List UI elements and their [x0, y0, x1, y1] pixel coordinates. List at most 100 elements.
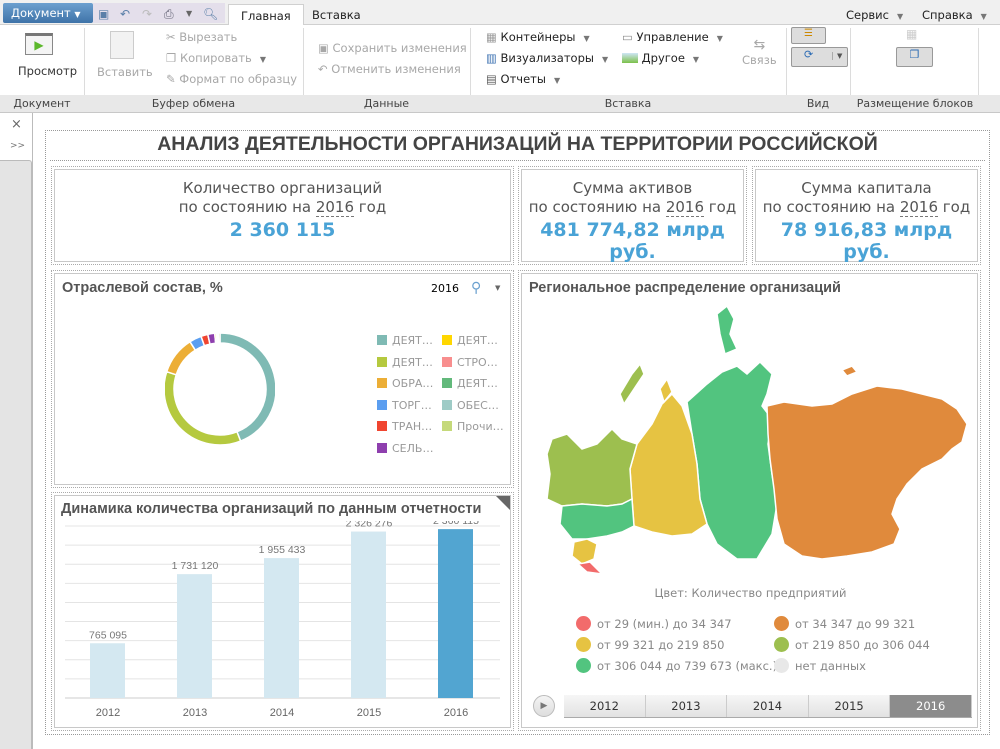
- document-menu-button[interactable]: Документ ▼: [3, 3, 93, 23]
- donut-slice[interactable]: [217, 332, 221, 344]
- corner-marker-icon[interactable]: [496, 496, 510, 510]
- kpi-date-line: по состоянию на 2016 год: [756, 198, 977, 217]
- donut-legend-item[interactable]: ДЕЯТ…: [442, 377, 498, 390]
- view-list-button[interactable]: ☰: [791, 27, 826, 44]
- expand-icon[interactable]: >>: [10, 141, 26, 151]
- menu-help[interactable]: Справка ▼: [922, 8, 987, 22]
- timeline-year-2015[interactable]: 2015: [808, 695, 891, 717]
- search-icon[interactable]: ⚲: [471, 280, 482, 296]
- sector-title: Отраслевой состав, %: [62, 280, 223, 296]
- layout-cascade-button[interactable]: ❐: [896, 47, 933, 67]
- play-button[interactable]: ▶: [533, 695, 555, 717]
- kpi-year[interactable]: 2016: [665, 198, 705, 217]
- donut-legend-item[interactable]: ДЕЯТ…: [377, 334, 433, 347]
- year-timeline: 2012 2013 2014 2015 2016: [564, 695, 972, 718]
- donut-legend-item[interactable]: Прочи…: [442, 420, 504, 433]
- other-button[interactable]: Другое ▼: [622, 51, 699, 65]
- legend-label: от 219 850 до 306 044: [795, 638, 930, 652]
- legend-label: ТРАН…: [392, 420, 433, 433]
- visualizers-button[interactable]: ▥ Визуализаторы ▼: [486, 51, 609, 65]
- kpi-year[interactable]: 2016: [899, 198, 939, 217]
- bar[interactable]: [177, 574, 212, 698]
- copy-label: Копировать: [179, 51, 252, 65]
- preview-button[interactable]: ▶ Просмотр: [18, 33, 77, 88]
- paste-button[interactable]: Вставить: [97, 31, 153, 79]
- kpi-date-suffix: год: [354, 198, 387, 216]
- close-icon[interactable]: ×: [11, 117, 22, 132]
- donut-legend-item[interactable]: ДЕЯТ…: [377, 356, 433, 369]
- print-icon[interactable]: ⎙: [164, 7, 174, 21]
- kpi-label: Количество организаций: [182, 179, 383, 197]
- bar-data-label: 765 095: [89, 629, 127, 641]
- copy-button[interactable]: ❐ Копировать ▼: [166, 51, 266, 65]
- bar[interactable]: [90, 643, 125, 698]
- timeline-year-2016[interactable]: 2016: [890, 695, 972, 717]
- bar[interactable]: [438, 529, 473, 698]
- donut-slice[interactable]: [165, 370, 242, 446]
- legend-label: ДЕЯТ…: [457, 334, 498, 347]
- save-changes-button[interactable]: ▣ Сохранить изменения: [318, 41, 467, 55]
- donut-legend-item[interactable]: СТРО…: [442, 356, 498, 369]
- undo-changes-button[interactable]: ↶ Отменить изменения: [318, 62, 461, 76]
- redo-icon[interactable]: ↷: [142, 7, 153, 21]
- ribbon: ▶ Просмотр Вставить ✂ Вырезать ❐ Копиров…: [0, 25, 1000, 95]
- x-tick-label: 2015: [357, 707, 381, 719]
- view-dropdown-icon[interactable]: ▼: [832, 52, 842, 60]
- containers-button[interactable]: ▦ Контейнеры ▼: [486, 30, 590, 44]
- reports-button[interactable]: ▤ Отчеты ▼: [486, 72, 561, 86]
- kpi-value: 481 774,82 млрд руб.: [540, 219, 725, 263]
- donut-legend-item[interactable]: ОБЕС…: [442, 399, 499, 412]
- undo-icon[interactable]: ↶: [120, 7, 131, 21]
- timeline-year-2012[interactable]: 2012: [564, 695, 646, 717]
- map-legend-item: от 99 321 до 219 850: [576, 637, 724, 652]
- donut-chart: [165, 332, 275, 446]
- help-label: Справка: [922, 8, 973, 22]
- kpi-card-assets: Сумма активов по состоянию на 2016 год 4…: [518, 166, 747, 265]
- x-tick-label: 2014: [270, 707, 294, 719]
- donut-slice[interactable]: [219, 332, 275, 443]
- map-legend-item: нет данных: [774, 658, 866, 673]
- legend-swatch: [377, 442, 387, 453]
- kpi-date-line: по состоянию на 2016 год: [55, 198, 510, 217]
- kpi-card-organizations: Количество организаций по состоянию на 2…: [51, 166, 514, 265]
- legend-swatch: [377, 399, 387, 410]
- view-refresh-button[interactable]: ⟳ ▼: [791, 47, 848, 67]
- layout-tiles-icon[interactable]: ▦: [906, 27, 918, 41]
- controls-button[interactable]: ▭ Управление ▼: [622, 30, 723, 44]
- donut-legend-item[interactable]: СЕЛЬ…: [377, 442, 433, 455]
- kpi-date-suffix: год: [704, 198, 737, 216]
- bar[interactable]: [351, 531, 386, 698]
- timeline-year-2014[interactable]: 2014: [727, 695, 809, 717]
- legend-label: ДЕЯТ…: [392, 355, 433, 369]
- chevron-down-icon[interactable]: ▼: [495, 284, 501, 292]
- map-title: Региональное распределение организаций: [529, 280, 841, 296]
- cut-button[interactable]: ✂ Вырезать: [166, 30, 237, 44]
- save-icon[interactable]: ▣: [98, 7, 110, 21]
- donut-slice[interactable]: [165, 340, 197, 376]
- tab-home[interactable]: Главная: [228, 4, 304, 26]
- donut-legend-item[interactable]: ДЕЯТ…: [442, 334, 498, 347]
- copy-icon: ❐: [166, 51, 177, 65]
- legend-dot: [576, 637, 591, 652]
- group-label-clipboard: Буфер обмена: [151, 97, 236, 110]
- kpi-year[interactable]: 2016: [315, 198, 355, 217]
- donut-legend-item[interactable]: ОБРА…: [377, 377, 433, 390]
- bar[interactable]: [264, 558, 299, 698]
- grid-icon: ▦: [486, 30, 497, 44]
- tab-insert[interactable]: Вставка: [312, 8, 361, 22]
- kpi-card-capital: Сумма капитала по состоянию на 2016 год …: [752, 166, 981, 265]
- bar-data-label: 2 326 276: [346, 521, 393, 530]
- donut-legend-item[interactable]: ТРАН…: [377, 420, 432, 433]
- legend-swatch: [377, 421, 387, 431]
- undo-changes-label: Отменить изменения: [331, 62, 461, 76]
- legend-label: СЕЛЬ…: [392, 441, 434, 455]
- donut-legend-item[interactable]: ТОРГ…: [377, 399, 432, 412]
- format-painter-button[interactable]: ✎ Формат по образцу: [166, 72, 297, 86]
- timeline-year-2013[interactable]: 2013: [645, 695, 728, 717]
- print-preview-icon[interactable]: 🔍︎: [203, 7, 219, 21]
- legend-dot: [774, 658, 789, 673]
- legend-swatch: [377, 356, 387, 367]
- link-button[interactable]: ⇆ Связь: [742, 37, 777, 67]
- print-dropdown-icon[interactable]: ▼: [186, 9, 193, 18]
- menu-service[interactable]: Сервис ▼: [846, 8, 904, 22]
